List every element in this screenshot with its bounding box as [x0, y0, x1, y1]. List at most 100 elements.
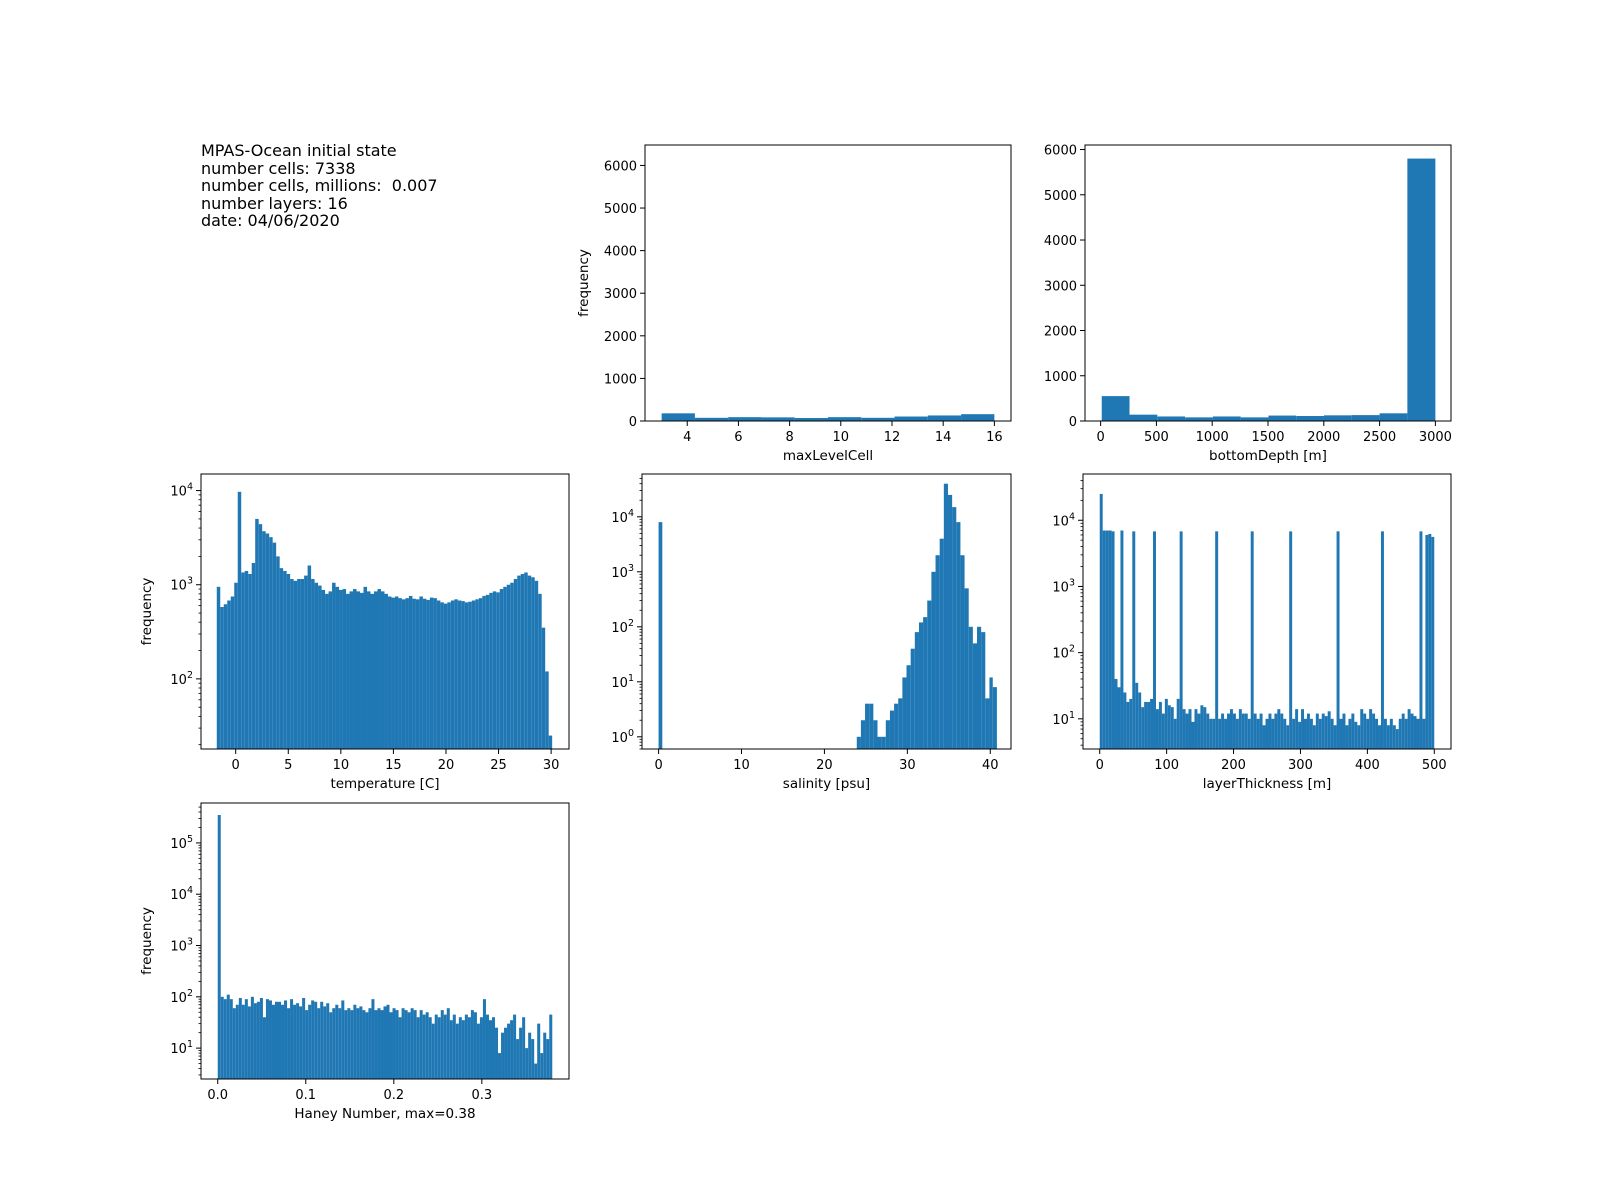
haney-bar — [305, 1010, 309, 1079]
temperature-bar — [248, 574, 252, 749]
layerThickness-bar — [1173, 718, 1177, 749]
info-cells: number cells: 7338 — [201, 158, 356, 178]
layerThickness-bar — [1280, 713, 1284, 749]
layerThickness-bar — [1354, 721, 1358, 749]
temperature-bar — [471, 600, 476, 749]
haney-xtick-label: 0.2 — [383, 1088, 404, 1103]
temperature-bar — [527, 575, 532, 749]
layerThickness-bar — [1132, 531, 1136, 749]
salinity-bar — [960, 555, 965, 749]
temperature-bar — [283, 570, 287, 749]
temperature-bar — [496, 592, 500, 749]
salinity-bar — [989, 677, 993, 749]
layerThickness-bar — [1170, 707, 1174, 749]
temperature-ytick-label: 102 — [170, 670, 193, 688]
salinity-bar — [972, 643, 978, 749]
layerThickness-bar — [1333, 725, 1337, 749]
temperature-bar — [447, 602, 451, 749]
layerThickness-bar — [1206, 713, 1210, 749]
haney-bar — [247, 1006, 251, 1079]
salinity-ytick-label: 100 — [611, 728, 634, 746]
haney-bar — [389, 1012, 393, 1079]
bottomDepth-xlabel: bottomDepth [m] — [1209, 448, 1327, 464]
layerThickness-bar — [1203, 707, 1207, 749]
haney-bar — [543, 1032, 547, 1079]
temperature-bar — [517, 575, 521, 749]
salinity-bar — [992, 687, 997, 749]
haney-bar — [223, 999, 227, 1079]
temperature-bar — [485, 594, 490, 749]
salinity-bar — [914, 632, 919, 749]
temperature-bar — [328, 591, 333, 749]
haney-bar — [323, 1006, 327, 1079]
layerThickness-ytick-label: 103 — [1052, 577, 1075, 595]
salinity-bar — [860, 720, 866, 749]
temperature-bar — [545, 671, 549, 749]
haney-bar — [513, 1014, 517, 1079]
salinity-xtick-label: 20 — [816, 758, 833, 773]
temperature-bar — [244, 570, 249, 749]
layerThickness-bar — [1431, 536, 1435, 749]
layerThickness-bar — [1419, 531, 1423, 749]
haney-bar — [256, 1001, 260, 1079]
bottomDepth-axes-frame — [1084, 144, 1452, 422]
haney-ytick-label: 105 — [170, 834, 193, 852]
layerThickness-bar — [1191, 721, 1195, 749]
temperature-bar — [380, 591, 385, 749]
haney-bar — [452, 1014, 456, 1079]
temperature-xtick-label: 10 — [333, 758, 350, 773]
haney-bar — [501, 1032, 505, 1079]
temperature-bar — [422, 598, 427, 749]
layerThickness-bar — [1144, 701, 1148, 749]
haney-bar — [259, 997, 263, 1079]
temperature-bar — [520, 574, 525, 749]
haney-bar — [380, 1010, 384, 1079]
temperature-bar — [297, 579, 301, 749]
temperature-bar — [241, 572, 245, 749]
layerThickness-bar — [1135, 682, 1139, 749]
temperature-bar — [255, 518, 259, 749]
temperature-bar — [276, 556, 280, 749]
haney-bar — [407, 1012, 411, 1079]
layerThickness-xtick-label: 0 — [1096, 758, 1104, 773]
bottomDepth-xtick-label: 1000 — [1196, 430, 1229, 445]
salinity-bar — [910, 648, 915, 749]
haney-bar — [368, 1008, 372, 1079]
layerThickness-bar — [1114, 678, 1118, 749]
temperature-ytick-label: 104 — [170, 482, 193, 500]
layerThickness-bar — [1378, 725, 1381, 749]
haney-bar — [416, 1017, 420, 1079]
temperature-axes-frame — [200, 473, 570, 750]
layerThickness-bar — [1318, 718, 1322, 749]
haney-bar — [440, 1010, 444, 1079]
temperature-xtick-label: 20 — [438, 758, 455, 773]
layerThickness-bar — [1253, 713, 1257, 749]
temperature-bar — [468, 601, 472, 749]
maxLevelCell-ytick-label: 6000 — [604, 159, 637, 174]
maxLevelCell-bar — [694, 417, 729, 421]
maxLevelCell-ytick-label: 5000 — [604, 202, 637, 217]
layerThickness-bar — [1176, 698, 1180, 749]
salinity-bar — [977, 626, 982, 749]
salinity-bar — [923, 617, 928, 749]
maxLevelCell-xtick-label: 14 — [935, 430, 952, 445]
temperature-bar — [510, 582, 514, 749]
haney-bar — [507, 1023, 511, 1079]
haney-bar — [274, 1001, 278, 1079]
temperature-bar — [492, 591, 497, 749]
haney-xlabel: Haney Number, max=0.38 — [294, 1106, 475, 1122]
temperature-bar — [279, 568, 284, 749]
maxLevelCell-ytick-label: 2000 — [604, 330, 637, 345]
haney-bar — [395, 1010, 399, 1079]
temperature-bar — [300, 579, 305, 749]
layerThickness-bar — [1277, 709, 1281, 749]
temperature-xtick-label: 15 — [385, 758, 402, 773]
layerThickness-bar — [1369, 709, 1373, 749]
bottomDepth-bar — [1351, 415, 1380, 421]
maxLevelCell-bar — [661, 413, 695, 421]
temperature-bar — [314, 582, 319, 749]
layerThickness-bar — [1336, 531, 1340, 749]
layerThickness-bar — [1372, 713, 1376, 749]
temperature-bar — [387, 596, 392, 749]
temperature-bar — [489, 592, 493, 749]
